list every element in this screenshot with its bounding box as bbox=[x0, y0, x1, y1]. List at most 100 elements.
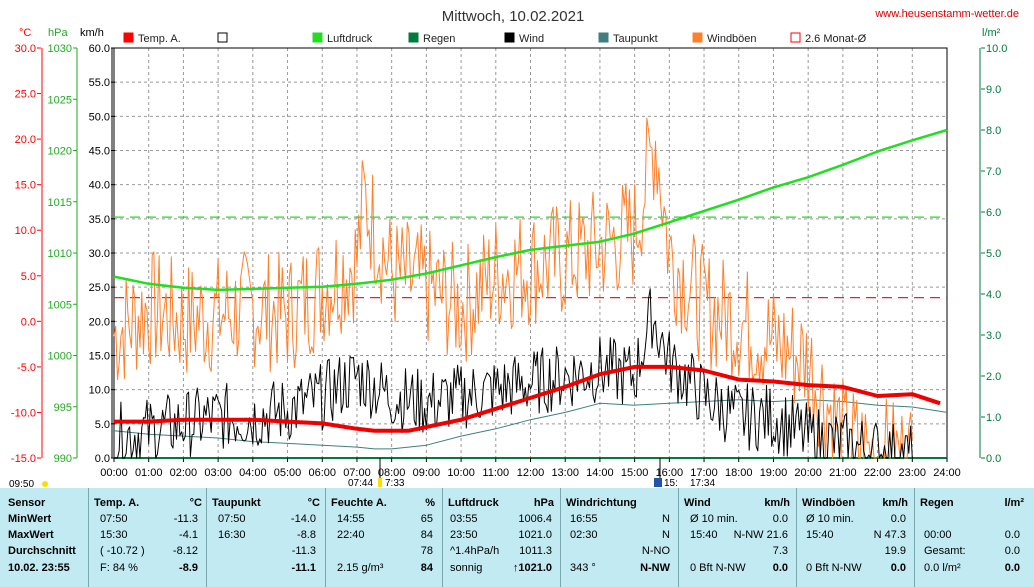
table-header-unit: % bbox=[425, 497, 435, 509]
rain-tick-label: 3.0 bbox=[986, 330, 1001, 342]
table-cell-value: N-NW 21.6 bbox=[733, 529, 788, 541]
time-tick-label: 18:00 bbox=[725, 467, 753, 479]
current-time-sun-icon bbox=[42, 481, 48, 487]
wind-tick-label: 40.0 bbox=[89, 180, 110, 192]
time-tick-label: 05:00 bbox=[274, 467, 302, 479]
pressure-tick-label: 990 bbox=[54, 453, 72, 465]
series-windb-en bbox=[113, 117, 913, 459]
legend-label: 2.6 Monat-Ø bbox=[805, 33, 867, 45]
table-header: Windrichtung bbox=[566, 497, 637, 509]
table-cell-value: N 47.3 bbox=[873, 529, 906, 541]
temp-tick-label: 5.0 bbox=[21, 271, 36, 283]
table-cell-info: Ø 10 min. bbox=[806, 513, 854, 525]
pressure-tick-label: 1020 bbox=[48, 146, 72, 158]
current-time: 09:50 bbox=[9, 479, 34, 488]
wind-tick-label: 5.0 bbox=[95, 419, 110, 431]
table-cell-info: 02:30 bbox=[570, 529, 598, 541]
table-cell-value: -8.9 bbox=[179, 562, 198, 574]
row-label: Durchschnitt bbox=[8, 545, 76, 557]
wind-tick-label: 35.0 bbox=[89, 214, 110, 226]
time-tick-label: 23:00 bbox=[899, 467, 927, 479]
temp-tick-label: 25.0 bbox=[15, 89, 36, 101]
table-cell-value: -14.0 bbox=[290, 513, 316, 525]
table-cell-info: 03:55 bbox=[450, 513, 478, 525]
temp-tick-label: 10.0 bbox=[15, 225, 36, 237]
table-cell-value: N-NW bbox=[640, 562, 670, 574]
legend-label: Windböen bbox=[707, 33, 757, 45]
time-tick-label: 20:00 bbox=[794, 467, 822, 479]
rain-tick-label: 1.0 bbox=[986, 412, 1001, 424]
table-divider bbox=[678, 488, 679, 587]
website-link[interactable]: www.heusenstamm-wetter.de bbox=[874, 8, 1019, 20]
pressure-tick-label: 1010 bbox=[48, 248, 72, 260]
legend-swatch bbox=[408, 32, 419, 43]
table-cell-info: 15:40 bbox=[806, 529, 834, 541]
row-label: MaxWert bbox=[8, 529, 54, 541]
table-cell-value: -11.1 bbox=[291, 562, 316, 574]
table-header: Sensor bbox=[8, 497, 46, 509]
grid bbox=[113, 47, 948, 459]
rain-tick-label: 8.0 bbox=[986, 125, 1001, 137]
time-tick-label: 10:00 bbox=[447, 467, 475, 479]
table-cell-value: -8.8 bbox=[297, 529, 316, 541]
rain-tick-label: 10.0 bbox=[986, 43, 1007, 55]
table-cell-value: -4.1 bbox=[179, 529, 198, 541]
table-cell-value: -11.3 bbox=[173, 513, 198, 525]
time-tick-label: 15:00 bbox=[621, 467, 649, 479]
table-cell-info: 07:50 bbox=[100, 513, 128, 525]
wind-tick-label: 45.0 bbox=[89, 146, 110, 158]
table-cell-info: 0 Bft N-NW bbox=[690, 562, 746, 574]
table-cell-value: 0.0 bbox=[890, 513, 906, 525]
table-cell-value: -8.12 bbox=[172, 545, 198, 557]
wind-tick-label: 60.0 bbox=[89, 43, 110, 55]
time-tick-label: 08:00 bbox=[378, 467, 406, 479]
time-tick-label: 02:00 bbox=[170, 467, 198, 479]
time-tick-label: 21:00 bbox=[829, 467, 857, 479]
legend-swatch bbox=[504, 32, 515, 43]
time-tick-label: 14:00 bbox=[586, 467, 614, 479]
wind-tick-label: 50.0 bbox=[89, 111, 110, 123]
table-cell-value: 0.0 bbox=[1004, 562, 1020, 574]
table-cell-info: 22:40 bbox=[337, 529, 365, 541]
wind-tick-label: 10.0 bbox=[89, 385, 110, 397]
pressure-tick-label: 1025 bbox=[48, 94, 72, 106]
table-cell-info: Ø 10 min. bbox=[690, 513, 738, 525]
table-header: Regen bbox=[920, 497, 954, 509]
table-header-unit: km/h bbox=[764, 497, 790, 509]
table-cell-info: 16:30 bbox=[218, 529, 246, 541]
legend-label: Temp. A. bbox=[138, 33, 181, 45]
table-cell-value: 65 bbox=[420, 513, 433, 525]
date-title: Mittwoch, 10.02.2021 bbox=[442, 8, 585, 25]
table-cell-value: 0.0 bbox=[772, 562, 788, 574]
series-temp-a bbox=[114, 364, 941, 433]
legend-label: Regen bbox=[423, 33, 455, 45]
table-divider bbox=[88, 488, 89, 587]
sunset-icon bbox=[654, 478, 662, 487]
time-tick-label: 24:00 bbox=[933, 467, 961, 479]
table-cell-value: 78 bbox=[420, 545, 433, 557]
time-tick-label: 04:00 bbox=[239, 467, 267, 479]
table-cell-value: 1021.0 bbox=[518, 529, 552, 541]
sunrise-icon bbox=[378, 478, 382, 487]
table-cell-value: 1011.3 bbox=[519, 545, 552, 557]
temp-tick-label: -15.0 bbox=[11, 453, 36, 465]
time-tick-label: 01:00 bbox=[135, 467, 163, 479]
time-tick-label: 07:00 bbox=[343, 467, 371, 479]
table-cell-info: 343 ° bbox=[570, 562, 596, 574]
table-divider bbox=[560, 488, 561, 587]
pressure-tick-label: 1005 bbox=[48, 299, 72, 311]
table-cell-value: 0.0 bbox=[890, 562, 906, 574]
table-divider bbox=[914, 488, 915, 587]
legend-swatch bbox=[312, 32, 323, 43]
temp-tick-label: 20.0 bbox=[15, 134, 36, 146]
rain-tick-label: 7.0 bbox=[986, 166, 1001, 178]
sunset-time: 17:34 bbox=[690, 478, 715, 488]
y-axes: 30.0 25.0 20.0 15.0 10.0 5.0 0.0 -5.0 -10.0 -15.0… bbox=[11, 43, 1008, 465]
table-cell-info: 16:55 bbox=[570, 513, 598, 525]
row-label: MinWert bbox=[8, 513, 52, 525]
temp-tick-label: -5.0 bbox=[17, 362, 36, 374]
table-cell-value: 7.3 bbox=[772, 545, 788, 557]
legend-swatch bbox=[790, 32, 801, 43]
time-tick-label: 09:00 bbox=[413, 467, 441, 479]
table-cell-info: 2.15 g/m³ bbox=[337, 562, 384, 574]
